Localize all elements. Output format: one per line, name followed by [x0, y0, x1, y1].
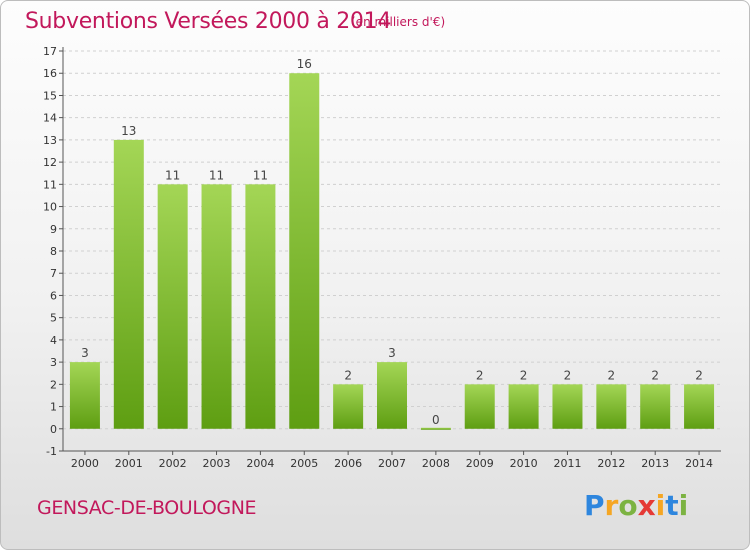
- y-tick-label: 17: [43, 45, 57, 58]
- y-tick-label: 13: [43, 134, 57, 147]
- y-tick-label: -1: [46, 445, 57, 458]
- bar-2010: [508, 384, 539, 429]
- data-label-2012: 2: [608, 368, 616, 382]
- data-label-2001: 13: [121, 124, 136, 138]
- y-tick-label: 15: [43, 89, 57, 102]
- logo-letter: t: [665, 489, 679, 522]
- y-tick-label: 12: [43, 156, 57, 169]
- x-tick-label: 2005: [290, 457, 318, 470]
- data-label-2010: 2: [520, 368, 528, 382]
- logo-letter: x: [637, 489, 656, 522]
- data-label-2006: 2: [344, 368, 352, 382]
- y-tick-label: 2: [50, 378, 57, 391]
- y-tick-label: 7: [50, 267, 57, 280]
- y-tick-label: 0: [50, 423, 57, 436]
- data-label-2011: 2: [564, 368, 572, 382]
- bar-2005: [289, 73, 320, 429]
- data-label-2007: 3: [388, 346, 396, 360]
- x-tick-label: 2011: [553, 457, 581, 470]
- bar-2011: [552, 384, 583, 429]
- x-tick-label: 2004: [246, 457, 274, 470]
- x-tick-label: 2012: [597, 457, 625, 470]
- data-label-2013: 2: [651, 368, 659, 382]
- y-tick-label: 14: [43, 112, 57, 125]
- data-label-2003: 11: [209, 168, 224, 182]
- x-tick-label: 2001: [115, 457, 143, 470]
- proxiti-logo: Proxiti: [584, 489, 688, 522]
- x-tick-label: 2009: [466, 457, 494, 470]
- y-tick-label: 10: [43, 201, 57, 214]
- logo-letter: P: [584, 489, 605, 522]
- bar-2008: [420, 427, 451, 430]
- bar-2004: [245, 184, 276, 429]
- bar-2003: [201, 184, 232, 429]
- data-label-2002: 11: [165, 168, 180, 182]
- x-tick-label: 2003: [203, 457, 231, 470]
- bar-2012: [596, 384, 627, 429]
- commune-name: GENSAC-DE-BOULOGNE: [37, 497, 257, 519]
- data-label-2009: 2: [476, 368, 484, 382]
- x-tick-label: 2002: [159, 457, 187, 470]
- data-label-2005: 16: [297, 57, 312, 71]
- logo-letter: o: [618, 489, 638, 522]
- data-label-2000: 3: [81, 346, 89, 360]
- y-tick-label: 8: [50, 245, 57, 258]
- bar-2013: [640, 384, 671, 429]
- x-tick-label: 2014: [685, 457, 713, 470]
- bar-2009: [464, 384, 495, 429]
- data-label-2008: 0: [432, 413, 440, 427]
- y-tick-label: 1: [50, 401, 57, 414]
- bar-2000: [69, 362, 100, 429]
- y-tick-label: 9: [50, 223, 57, 236]
- bar-2002: [157, 184, 188, 429]
- x-tick-label: 2007: [378, 457, 406, 470]
- y-tick-label: 6: [50, 289, 57, 302]
- data-label-2004: 11: [253, 168, 268, 182]
- x-tick-label: 2008: [422, 457, 450, 470]
- bar-2014: [684, 384, 715, 429]
- x-tick-label: 2010: [510, 457, 538, 470]
- y-tick-label: 3: [50, 356, 57, 369]
- bars: [69, 73, 715, 430]
- x-tick-label: 2006: [334, 457, 362, 470]
- y-tick-label: 16: [43, 67, 57, 80]
- logo-letter: i: [678, 489, 689, 522]
- bar-2006: [333, 384, 364, 429]
- x-tick-label: 2000: [71, 457, 99, 470]
- bar-2001: [113, 139, 144, 429]
- y-tick-label: 11: [43, 178, 57, 191]
- labels: 3 13 11 11 11 16 2 3 0 2 2 2 2 2 2: [81, 57, 703, 427]
- y-tick-label: 5: [50, 312, 57, 325]
- bar-2007: [377, 362, 407, 429]
- logo-letter: r: [604, 489, 619, 522]
- x-tick-label: 2013: [641, 457, 669, 470]
- y-tick-label: 4: [50, 334, 57, 347]
- data-label-2014: 2: [695, 368, 703, 382]
- chart-subtitle: (en milliers d'€): [351, 15, 446, 29]
- logo-letter: i: [655, 489, 666, 522]
- chart-title: Subventions Versées 2000 à 2014: [25, 9, 392, 34]
